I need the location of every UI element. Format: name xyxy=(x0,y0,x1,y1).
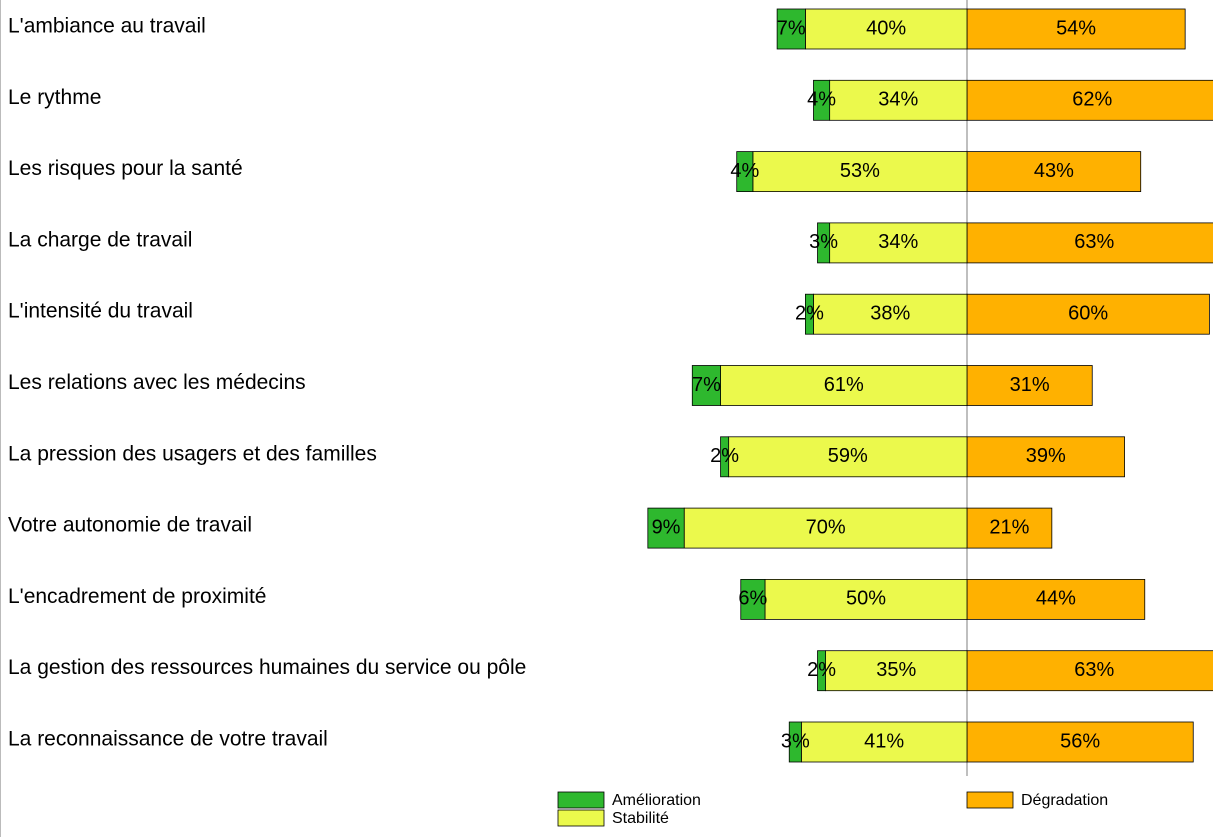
bar-segment xyxy=(966,365,1093,406)
category-label: L'intensité du travail xyxy=(8,300,193,323)
bar-segment xyxy=(764,579,968,620)
bar-segment xyxy=(966,151,1142,193)
bar-segment xyxy=(829,79,968,121)
bar-segment xyxy=(817,650,827,692)
value-label: 2% xyxy=(795,302,824,324)
category-label: Les risques pour la santé xyxy=(8,157,243,180)
value-label: 3% xyxy=(781,730,810,752)
bar-segment xyxy=(647,507,685,549)
value-label: 63% xyxy=(1074,659,1114,681)
category-label: L'ambiance au travail xyxy=(8,15,206,38)
value-label: 21% xyxy=(989,516,1029,538)
category-label: La reconnaissance de votre travail xyxy=(8,728,328,751)
value-label: 4% xyxy=(807,89,836,111)
bar-segment xyxy=(966,222,1213,264)
value-label: 63% xyxy=(1074,231,1114,253)
value-label: 2% xyxy=(710,445,739,467)
category-label: La pression des usagers et des familles xyxy=(8,442,377,465)
category-label: Les relations avec les médecins xyxy=(8,371,306,394)
value-label: 43% xyxy=(1034,160,1074,182)
bar-segment xyxy=(805,293,814,335)
value-label: 61% xyxy=(824,374,864,396)
category-label: La charge de travail xyxy=(8,228,192,251)
value-label: 6% xyxy=(738,588,767,610)
bar-segment xyxy=(720,436,730,478)
bar-segment xyxy=(813,293,968,335)
value-label: 40% xyxy=(866,17,906,39)
bar-segment xyxy=(728,436,968,478)
bar-segment xyxy=(740,579,766,620)
legend-label: Dégradation xyxy=(1021,792,1108,809)
category-label: Le rythme xyxy=(8,86,101,109)
bar-segment xyxy=(720,365,968,406)
value-label: 70% xyxy=(806,516,846,538)
bar-segment xyxy=(966,721,1194,763)
legend-swatch xyxy=(557,791,605,809)
bar-segment xyxy=(788,721,802,763)
bar-segment xyxy=(683,507,968,549)
bar-segment xyxy=(817,222,831,264)
bar-segment xyxy=(829,222,968,264)
value-label: 41% xyxy=(864,730,904,752)
bar-segment xyxy=(966,507,1053,549)
value-label: 44% xyxy=(1036,588,1076,610)
value-label: 7% xyxy=(692,374,721,396)
category-label: La gestion des ressources humaines du se… xyxy=(8,656,526,679)
bar-segment xyxy=(805,8,968,50)
value-label: 3% xyxy=(809,231,838,253)
legend-swatch xyxy=(966,791,1014,809)
value-label: 60% xyxy=(1068,302,1108,324)
bar-segment xyxy=(691,365,721,406)
value-label: 50% xyxy=(846,588,886,610)
bar-segment xyxy=(966,436,1125,478)
value-label: 4% xyxy=(730,160,759,182)
bar-segment xyxy=(966,579,1146,620)
value-label: 54% xyxy=(1056,17,1096,39)
legend-label: Amélioration xyxy=(612,792,701,809)
value-label: 56% xyxy=(1060,730,1100,752)
value-label: 35% xyxy=(876,659,916,681)
value-label: 2% xyxy=(807,659,836,681)
legend-swatch xyxy=(557,809,605,827)
bar-segment xyxy=(813,79,831,121)
bar-segment xyxy=(776,8,806,50)
value-label: 59% xyxy=(828,445,868,467)
value-label: 62% xyxy=(1072,89,1112,111)
value-label: 9% xyxy=(652,516,681,538)
category-label: Votre autonomie de travail xyxy=(8,514,252,537)
bar-segment xyxy=(800,721,968,763)
category-label: L'encadrement de proximité xyxy=(8,585,266,608)
bar-segment xyxy=(966,293,1210,335)
value-label: 34% xyxy=(878,231,918,253)
value-label: 38% xyxy=(870,302,910,324)
value-label: 53% xyxy=(840,160,880,182)
bar-segment xyxy=(752,151,968,193)
value-label: 39% xyxy=(1026,445,1066,467)
legend-label: Stabilité xyxy=(612,810,669,827)
bar-segment xyxy=(736,151,754,193)
value-label: 34% xyxy=(878,89,918,111)
value-label: 7% xyxy=(777,17,806,39)
bar-segment xyxy=(825,650,968,692)
value-label: 31% xyxy=(1010,374,1050,396)
